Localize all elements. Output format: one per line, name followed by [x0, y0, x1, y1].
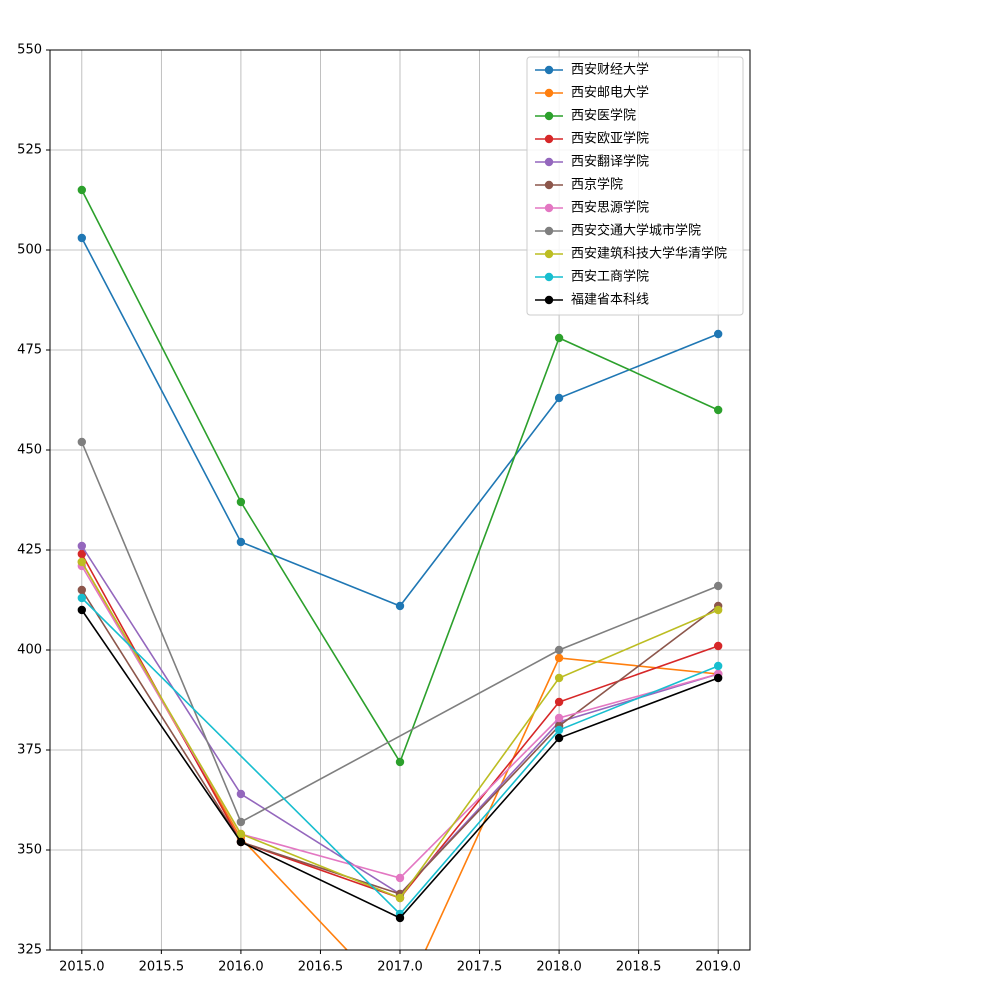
data-point [395, 913, 405, 923]
legend-marker [544, 134, 554, 144]
legend-label: 西京学院 [571, 177, 623, 193]
data-point [554, 725, 564, 735]
data-point [713, 329, 723, 339]
ticks: 2015.0 2015.5 2016.0 2016.5 2017.0 2017.5 2018… [17, 43, 741, 975]
series-line [81, 597, 719, 916]
y-tick-label: 475 [17, 343, 42, 358]
legend-label: 西安欧亚学院 [571, 131, 649, 147]
data-point [554, 653, 564, 663]
data-point [236, 817, 246, 827]
data-point [554, 733, 564, 743]
legend-label: 西安邮电大学 [571, 85, 649, 101]
legend: 西安财经大学西安邮电大学西安医学院西安欧亚学院西安翻译学院西京学院西安思源学院西… [526, 56, 744, 316]
legend-marker [544, 65, 554, 75]
data-point [395, 757, 405, 767]
data-point [554, 713, 564, 723]
x-tick-label: 2018.0 [536, 960, 582, 975]
y-tick-label: 400 [17, 643, 42, 658]
legend-label: 西安交通大学城市学院 [571, 223, 701, 239]
legend-label: 西安翻译学院 [571, 154, 649, 170]
x-tick-label: 2017.5 [457, 960, 503, 975]
data-point [554, 393, 564, 403]
legend-label: 西安工商学院 [571, 269, 649, 285]
y-tick-label: 525 [17, 143, 42, 158]
x-tick-label: 2017.0 [377, 960, 423, 975]
data-point [554, 673, 564, 683]
data-point [77, 541, 87, 551]
data-point [554, 697, 564, 707]
x-tick-label: 2015.5 [139, 960, 185, 975]
y-tick-label: 325 [17, 943, 42, 958]
legend-label: 西安财经大学 [571, 62, 649, 78]
plot-area [77, 185, 723, 950]
legend-marker [544, 272, 554, 282]
legend-marker [544, 180, 554, 190]
x-tick-label: 2016.0 [218, 960, 264, 975]
legend-marker [544, 249, 554, 259]
data-point [554, 333, 564, 343]
data-point [77, 233, 87, 243]
data-point [713, 661, 723, 671]
data-point [77, 585, 87, 595]
data-point [236, 789, 246, 799]
y-tick-label: 450 [17, 443, 42, 458]
data-point [236, 837, 246, 847]
y-tick-label: 425 [17, 543, 42, 558]
y-tick-label: 500 [17, 243, 42, 258]
data-point [713, 405, 723, 415]
data-point [395, 873, 405, 883]
data-point [236, 537, 246, 547]
data-point [77, 557, 87, 567]
legend-marker [544, 157, 554, 167]
data-point [713, 581, 723, 591]
legend-marker [544, 203, 554, 213]
data-point [713, 641, 723, 651]
data-point [713, 673, 723, 683]
legend-marker [544, 88, 554, 98]
data-point [77, 605, 87, 615]
legend-label: 福建省本科线 [571, 293, 649, 308]
data-point [77, 437, 87, 447]
data-point [77, 549, 87, 559]
x-tick-label: 2016.5 [298, 960, 344, 975]
data-point [395, 601, 405, 611]
series-line [81, 441, 719, 824]
data-point [713, 605, 723, 615]
legend-label: 西安思源学院 [571, 200, 649, 216]
legend-box [526, 56, 744, 316]
x-tick-label: 2018.5 [616, 960, 662, 975]
x-tick-label: 2015.0 [59, 960, 105, 975]
y-tick-label: 375 [17, 743, 42, 758]
y-tick-label: 350 [17, 843, 42, 858]
data-point [236, 829, 246, 839]
legend-marker [544, 111, 554, 121]
legend-label: 西安医学院 [571, 108, 636, 124]
data-point [395, 893, 405, 903]
data-point [236, 497, 246, 507]
data-point [77, 593, 87, 603]
legend-marker [544, 295, 554, 305]
data-point [77, 185, 87, 195]
legend-marker [544, 226, 554, 236]
x-tick-label: 2019.0 [695, 960, 741, 975]
legend-label: 西安建筑科技大学华清学院 [571, 246, 727, 262]
data-point [554, 645, 564, 655]
y-tick-label: 550 [17, 43, 42, 58]
